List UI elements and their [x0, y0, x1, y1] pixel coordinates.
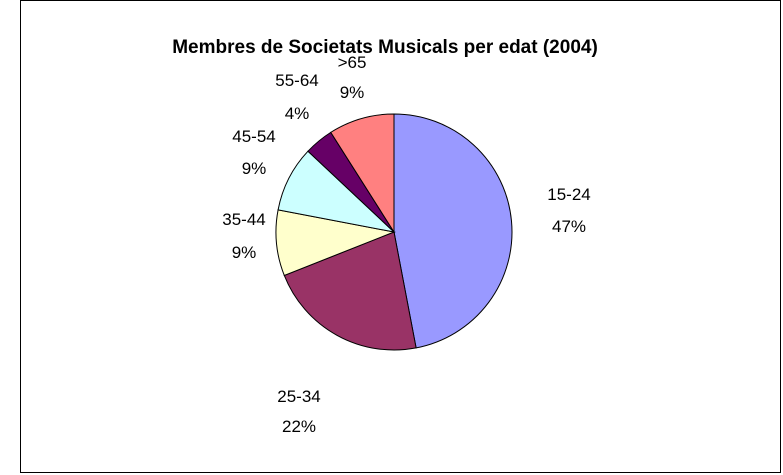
category-label: 35-44 [222, 210, 265, 229]
percent-label: 9% [232, 243, 257, 262]
percent-label: 4% [285, 104, 310, 123]
pie-slice-over-65 [330, 113, 395, 234]
category-label: 55-64 [275, 71, 318, 90]
category-label: >65 [338, 53, 367, 72]
pie-chart: Membres de Societats Musicals per edat (… [172, 37, 598, 436]
category-label: 15-24 [547, 185, 590, 204]
pie-slice-15-24 [393, 113, 513, 349]
chart-area: Membres de Societats Musicals per edat (… [20, 0, 781, 473]
chart-title: Membres de Societats Musicals per edat (… [172, 37, 598, 58]
percent-label: 9% [340, 83, 365, 102]
percent-label: 22% [282, 417, 316, 436]
pie-slices [275, 113, 513, 351]
percent-label: 9% [242, 159, 267, 178]
pie-slice-25-34 [283, 231, 417, 351]
category-label: 25-34 [277, 387, 320, 406]
percent-label: 47% [552, 217, 586, 236]
data-labels: 15-24 47% 25-34 22% 35-44 9% 45-54 9% 55-64 4% >65… [222, 53, 590, 436]
category-label: 45-54 [232, 127, 275, 146]
